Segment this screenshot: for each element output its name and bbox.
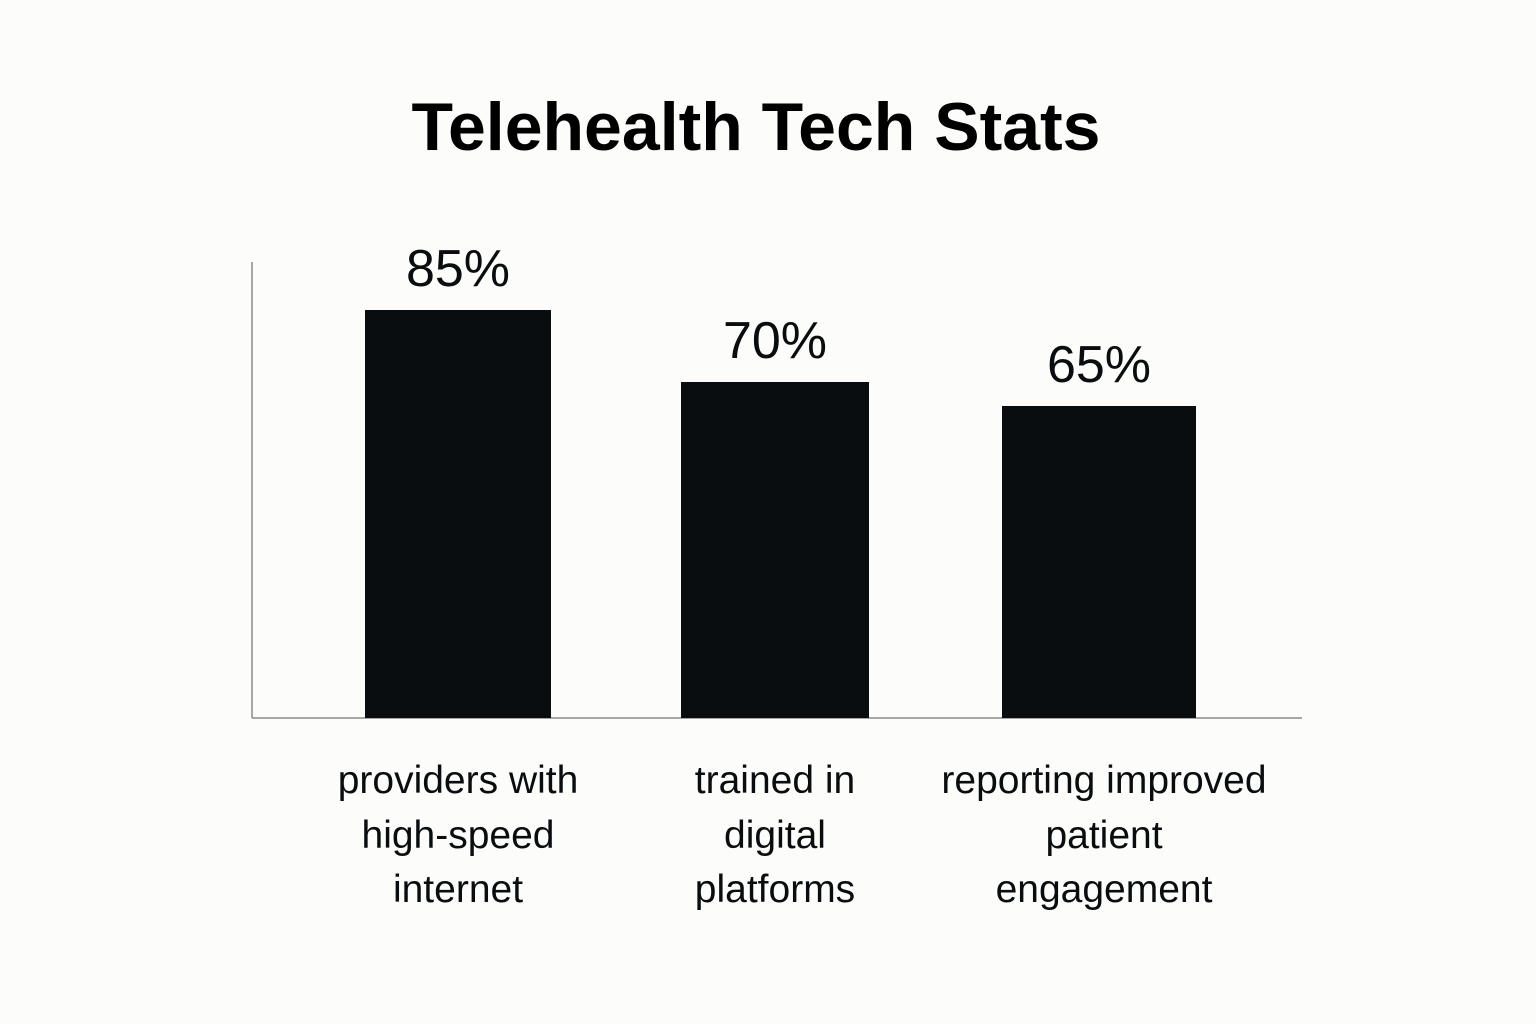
category-label-3-line-2: patient <box>1045 814 1162 857</box>
bar-1 <box>365 310 551 718</box>
value-label-2: 70% <box>723 312 827 370</box>
value-label-1: 85% <box>406 240 510 298</box>
category-label-2-line-1: trained in <box>695 759 855 802</box>
category-label-3-line-1: reporting improved <box>941 759 1266 802</box>
category-labels-layer: providers with high-speed internet trained … <box>338 759 1267 911</box>
category-label-1-line-3: internet <box>393 868 523 911</box>
category-label-3-line-3: engagement <box>996 868 1213 911</box>
category-label-2-line-2: digital <box>724 814 826 857</box>
category-label-2-line-3: platforms <box>695 868 855 911</box>
chart-title: Telehealth Tech Stats <box>412 89 1101 165</box>
value-label-3: 65% <box>1047 336 1151 394</box>
category-label-1-line-1: providers with <box>338 759 579 802</box>
bars-layer <box>365 310 1196 718</box>
bar-3 <box>1002 406 1196 718</box>
value-labels-layer: 85% 70% 65% <box>406 240 1151 394</box>
bar-2 <box>681 382 869 718</box>
category-label-1-line-2: high-speed <box>362 814 555 857</box>
